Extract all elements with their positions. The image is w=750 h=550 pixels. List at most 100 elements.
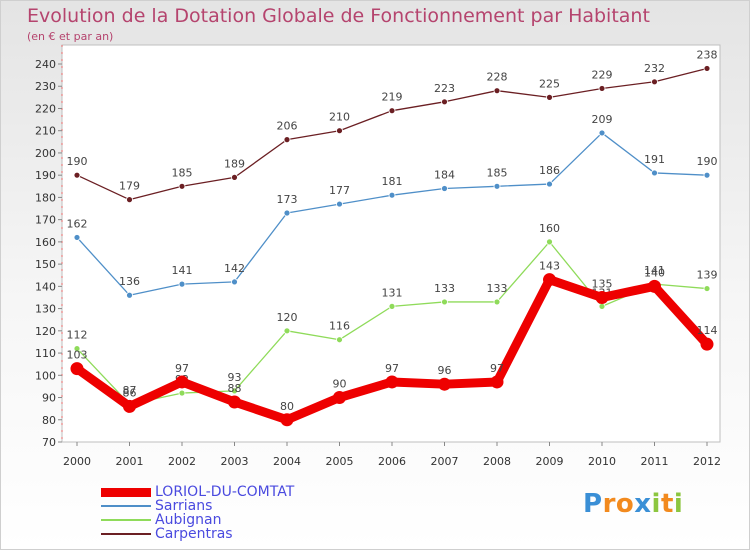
data-label-loriol-du-comtat: 97 [385, 362, 399, 375]
data-point-sarrians [231, 278, 238, 286]
data-point-carpentras [493, 87, 501, 95]
x-tick-label: 2006 [378, 455, 406, 468]
data-point-carpentras [388, 107, 396, 115]
data-point-aubignan [388, 302, 396, 310]
data-point-carpentras [598, 85, 606, 92]
data-label-carpentras: 185 [172, 166, 193, 179]
legend-label: Aubignan [155, 512, 222, 528]
data-label-aubignan: 112 [67, 329, 88, 342]
y-tick-label: 230 [35, 80, 56, 93]
legend-swatch [101, 505, 151, 507]
data-point-carpentras [336, 127, 343, 135]
data-label-carpentras: 206 [277, 120, 298, 133]
data-label-sarrians: 142 [224, 262, 245, 275]
data-label-sarrians: 162 [67, 217, 88, 230]
data-point-sarrians [546, 180, 553, 188]
data-point-aubignan [441, 298, 448, 306]
data-point-loriol-du-comtat [648, 279, 661, 293]
data-label-carpentras: 190 [67, 155, 88, 168]
logo-letter: r [602, 489, 616, 519]
data-label-sarrians: 184 [434, 169, 455, 182]
data-point-aubignan [598, 302, 606, 310]
x-tick-label: 2002 [168, 455, 196, 468]
data-point-loriol-du-comtat [175, 375, 189, 389]
proxiti-logo: Proxiti [583, 489, 683, 519]
legend-label: LORIOL-DU-COMTAT [155, 484, 295, 500]
data-point-sarrians [336, 200, 343, 208]
data-label-carpentras: 223 [434, 82, 455, 95]
data-label-loriol-du-comtat: 88 [228, 382, 242, 395]
data-label-aubignan: 87 [123, 384, 137, 397]
data-label-carpentras: 179 [119, 180, 140, 193]
data-label-aubignan: 133 [487, 282, 508, 295]
data-label-aubignan: 141 [644, 264, 665, 277]
x-tick-label: 2000 [63, 455, 91, 468]
legend-item: LORIOL-DU-COMTAT [101, 485, 294, 499]
data-label-carpentras: 238 [697, 48, 718, 61]
data-point-sarrians [388, 191, 396, 199]
data-point-loriol-du-comtat [280, 413, 294, 427]
data-label-loriol-du-comtat: 90 [333, 378, 347, 391]
legend-swatch [101, 487, 151, 497]
data-label-loriol-du-comtat: 97 [175, 362, 189, 375]
data-label-carpentras: 189 [224, 157, 245, 170]
y-tick-label: 190 [35, 169, 56, 182]
data-label-sarrians: 186 [539, 164, 560, 177]
x-tick-label: 2004 [273, 455, 301, 468]
data-point-carpentras [231, 173, 238, 181]
data-point-sarrians [178, 280, 186, 288]
logo-letter: P [583, 489, 603, 519]
data-label-aubignan: 131 [382, 286, 403, 299]
data-label-loriol-du-comtat: 140 [644, 266, 665, 279]
data-point-sarrians [598, 129, 606, 137]
legend-label: Sarrians [155, 498, 213, 514]
data-point-aubignan [493, 298, 501, 306]
logo-letter: i [673, 489, 684, 519]
data-point-loriol-du-comtat [438, 377, 451, 391]
data-label-loriol-du-comtat: 86 [123, 386, 137, 399]
data-point-carpentras [651, 78, 658, 86]
data-label-sarrians: 191 [644, 153, 665, 166]
y-tick-label: 240 [35, 58, 56, 71]
data-label-carpentras: 219 [382, 91, 403, 104]
data-label-loriol-du-comtat: 97 [490, 362, 504, 375]
data-label-loriol-du-comtat: 135 [592, 277, 613, 290]
data-label-sarrians: 136 [119, 275, 140, 288]
y-tick-label: 100 [35, 369, 56, 382]
data-label-aubignan: 116 [329, 320, 350, 333]
data-label-carpentras: 225 [539, 77, 560, 90]
x-tick-label: 2009 [536, 455, 564, 468]
data-label-loriol-du-comtat: 143 [539, 260, 560, 273]
legend-swatch [101, 519, 151, 521]
y-tick-label: 70 [42, 436, 56, 449]
data-point-aubignan [546, 238, 553, 246]
data-label-carpentras: 210 [329, 111, 350, 124]
legend-item: Aubignan [101, 513, 294, 527]
data-point-aubignan [231, 387, 238, 395]
data-label-sarrians: 190 [697, 155, 718, 168]
data-point-loriol-du-comtat [228, 395, 241, 409]
data-label-loriol-du-comtat: 80 [280, 400, 294, 413]
data-label-loriol-du-comtat: 96 [438, 364, 452, 377]
y-tick-label: 210 [35, 125, 56, 138]
data-point-aubignan [178, 389, 186, 397]
logo-letter: i [651, 489, 661, 519]
data-point-carpentras [178, 182, 186, 190]
data-label-sarrians: 185 [487, 166, 508, 179]
data-point-carpentras [546, 93, 553, 101]
data-point-loriol-du-comtat [700, 337, 714, 351]
chart-legend: LORIOL-DU-COMTAT Sarrians Aubignan Carpentr… [101, 485, 294, 541]
data-point-aubignan [283, 327, 291, 335]
data-point-carpentras [73, 171, 81, 179]
data-point-aubignan [703, 285, 711, 292]
legend-item: Carpentras [101, 527, 294, 541]
data-label-sarrians: 141 [172, 264, 193, 277]
logo-letter: t [660, 489, 674, 519]
x-tick-label: 2012 [693, 455, 721, 468]
legend-swatch [101, 533, 151, 535]
y-tick-label: 140 [35, 280, 56, 293]
data-point-sarrians [73, 234, 81, 241]
data-point-loriol-du-comtat [333, 391, 346, 405]
y-tick-label: 160 [35, 236, 56, 249]
logo-letter: o [615, 489, 635, 519]
